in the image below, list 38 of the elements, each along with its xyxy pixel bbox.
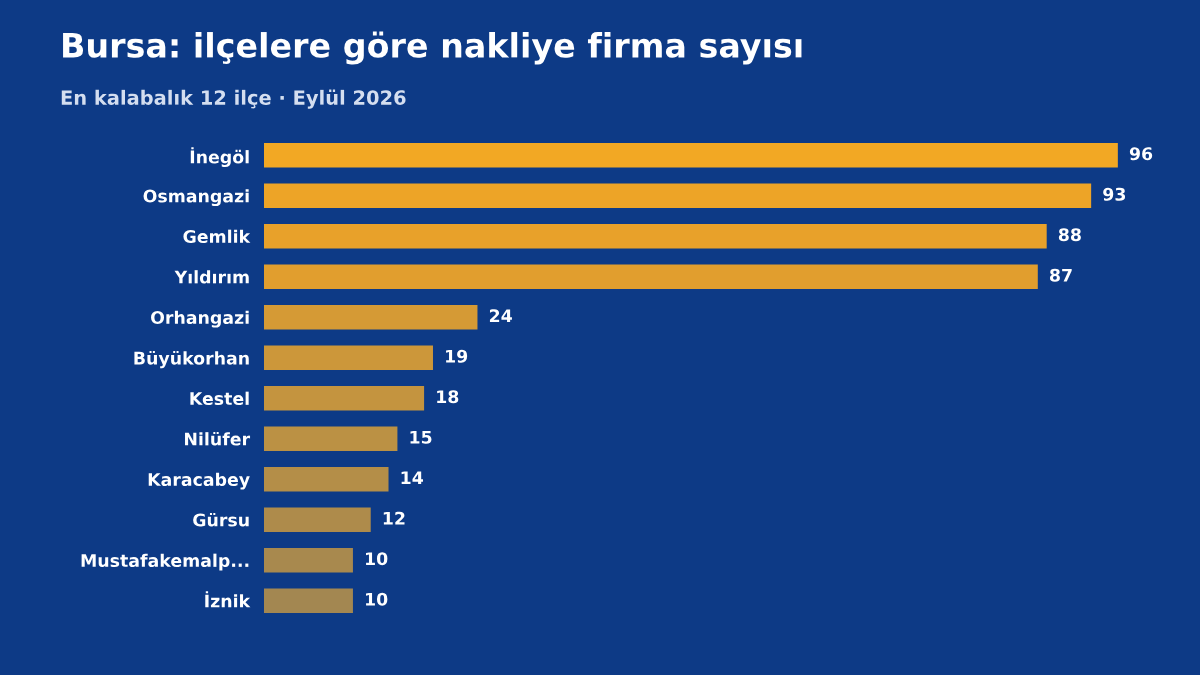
chart-subtitle: En kalabalık 12 ilçe · Eylül 2026 xyxy=(61,89,406,109)
data-label: 18 xyxy=(437,390,459,404)
bar xyxy=(264,467,389,492)
y-tick-label: İznik xyxy=(205,591,251,608)
bar xyxy=(264,345,433,370)
data-label: 15 xyxy=(410,430,432,444)
data-label: 87 xyxy=(1049,268,1072,282)
bar xyxy=(264,143,1118,168)
data-label: 10 xyxy=(366,552,388,566)
data-label: 10 xyxy=(366,592,388,606)
y-tick-label: Osmangazi xyxy=(143,189,249,207)
data-label: 14 xyxy=(401,471,423,485)
bar xyxy=(264,386,425,411)
y-tick-label: Gemlik xyxy=(183,229,251,244)
data-label: 24 xyxy=(489,309,512,323)
bar xyxy=(264,183,1092,208)
y-tick-label: Mustafakemalp... xyxy=(81,553,249,571)
data-label: 88 xyxy=(1058,228,1081,242)
y-tick-label: Orhangazi xyxy=(151,310,249,328)
data-label: 19 xyxy=(446,349,468,363)
bar xyxy=(264,224,1047,249)
y-tick-label: Kestel xyxy=(190,391,249,406)
bar xyxy=(264,507,371,532)
data-label: 96 xyxy=(1129,147,1153,161)
data-label: 93 xyxy=(1103,187,1126,201)
chart-title: Bursa: ilçelere göre nakliye firma sayısı xyxy=(63,31,802,65)
bar xyxy=(264,548,353,573)
y-tick-label: Nilüfer xyxy=(185,431,251,446)
bar xyxy=(264,588,353,613)
y-tick-label: Gürsu xyxy=(193,512,249,527)
y-tick-label: Büyükorhan xyxy=(134,351,249,369)
y-tick-label: Yıldırım xyxy=(174,270,249,284)
bar xyxy=(264,305,478,330)
y-tick-label: Karacabey xyxy=(148,472,250,490)
data-label: 12 xyxy=(383,511,405,525)
y-tick-label: İnegöl xyxy=(190,147,249,168)
bar xyxy=(264,426,398,451)
bar xyxy=(264,264,1038,289)
